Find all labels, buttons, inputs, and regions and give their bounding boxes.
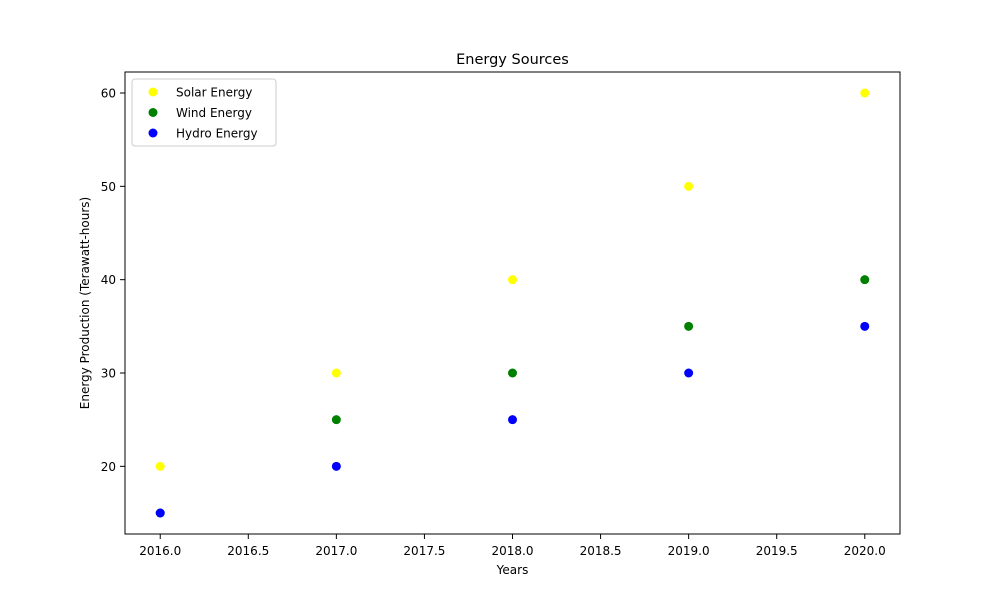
x-tick-label: 2019.0	[668, 544, 710, 558]
wind-energy-point	[508, 368, 517, 378]
hydro-energy-point	[860, 321, 870, 331]
legend-label-hydro-energy: Hydro Energy	[176, 127, 258, 141]
y-axis: 20 30 40 50 60	[101, 87, 125, 474]
y-tick-label: 50	[101, 180, 116, 194]
y-tick-label: 30	[101, 367, 116, 381]
y-axis-title: Energy Production (Terawatt-hours)	[78, 197, 92, 409]
chart-title: Energy Sources	[456, 52, 569, 68]
x-tick-label: 2016.5	[227, 544, 269, 558]
legend-frame	[131, 78, 277, 147]
legend-label-solar-energy: Solar Energy	[176, 86, 252, 100]
legend: Solar Energy Wind Energy Hydro Energy	[131, 78, 277, 147]
x-tick-label: 2020.0	[844, 544, 886, 558]
x-axis-title: Years	[496, 563, 529, 577]
legend-marker-wind-energy	[148, 108, 158, 117]
solar-energy-point	[155, 461, 165, 471]
hydro-energy-point	[331, 461, 341, 471]
wind-energy-point	[860, 275, 870, 285]
hydro-energy-point	[684, 368, 694, 378]
y-tick-label: 20	[101, 460, 116, 474]
points-layer	[155, 88, 870, 518]
x-tick-label: 2018.5	[580, 544, 622, 558]
x-axis: 2016.0 2016.5 2017.0 2017.5 2018.0 2018.5 2019…	[139, 534, 886, 558]
solar-energy-point	[508, 275, 517, 285]
x-tick-label: 2017.5	[403, 544, 445, 558]
hydro-energy-point	[155, 508, 165, 518]
x-tick-label: 2019.5	[756, 544, 798, 558]
solar-energy-point	[860, 88, 870, 98]
solar-energy-point	[684, 181, 694, 191]
x-tick-label: 2018.0	[492, 544, 534, 558]
x-tick-label: 2017.0	[315, 544, 357, 558]
wind-energy-point	[684, 321, 694, 331]
legend-marker-hydro-energy	[148, 128, 158, 138]
x-tick-label: 2016.0	[139, 544, 181, 558]
wind-energy-point	[331, 415, 341, 425]
y-tick-label: 60	[101, 87, 116, 101]
hydro-energy-point	[508, 415, 517, 425]
legend-label-wind-energy: Wind Energy	[176, 106, 252, 120]
solar-energy-point	[331, 368, 341, 378]
legend-marker-solar-energy	[148, 87, 158, 97]
y-tick-label: 40	[101, 273, 116, 287]
